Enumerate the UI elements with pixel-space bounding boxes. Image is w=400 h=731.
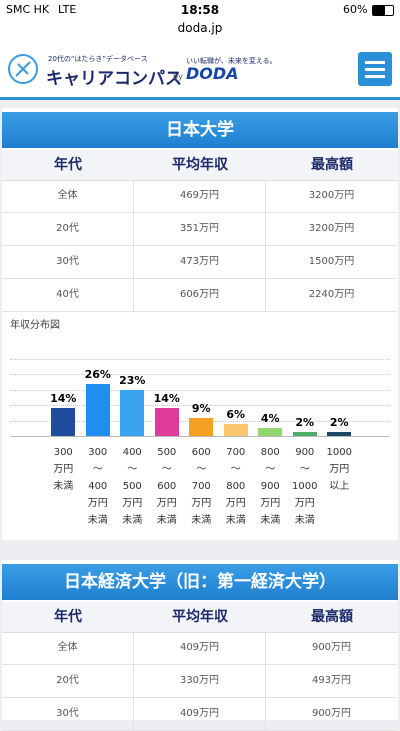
battery: 60% bbox=[343, 3, 368, 16]
category-label: 800 〜 900 万円 未満 bbox=[260, 447, 281, 526]
table-cell: 20代 bbox=[2, 213, 134, 246]
bar bbox=[154, 408, 179, 436]
table-cell: 469万円 bbox=[134, 180, 266, 213]
section-title: 日本大学 bbox=[2, 112, 398, 148]
baseline bbox=[10, 436, 390, 437]
table-cell: 全体 bbox=[2, 180, 134, 213]
table-cell: 3200万円 bbox=[266, 213, 397, 246]
section-card: 日本経済大学（旧：第一経済大学） 年代 平均年収 最高額全体 409万円 900万円 20代… bbox=[2, 560, 398, 731]
chart-label: 年収分布図 bbox=[10, 320, 60, 331]
bar bbox=[189, 418, 214, 436]
section-title: 日本経済大学（旧：第一経済大学） bbox=[2, 564, 398, 600]
table-cell: 409万円 bbox=[134, 698, 266, 731]
grid-line bbox=[10, 358, 390, 360]
table-cell: 1500万円 bbox=[266, 246, 397, 279]
column-header: 平均年収 bbox=[134, 602, 266, 633]
battery-icon bbox=[372, 5, 394, 16]
tagline: 20代の“はたらき”データベース bbox=[48, 55, 148, 63]
value-label: 23% bbox=[119, 374, 146, 387]
table-cell: 20代 bbox=[2, 665, 134, 698]
grid-line bbox=[10, 374, 390, 375]
column-header: 最高額 bbox=[266, 150, 398, 181]
url[interactable]: doda.jp bbox=[177, 21, 223, 35]
table-cell: 330万円 bbox=[134, 665, 266, 698]
slogan: いい転職が、未来を変える。 bbox=[186, 57, 277, 65]
value-label: 14% bbox=[50, 392, 77, 405]
bar bbox=[120, 390, 145, 436]
carrier: SMC HK bbox=[6, 3, 50, 16]
bar bbox=[223, 424, 248, 436]
table-cell: 30代 bbox=[2, 698, 134, 731]
grid-line bbox=[10, 389, 390, 391]
table-cell: 全体 bbox=[2, 632, 134, 665]
value-label: 9% bbox=[191, 402, 211, 415]
table-cell: 40代 bbox=[2, 279, 134, 312]
value-label: 2% bbox=[295, 416, 315, 429]
column-header: 平均年収 bbox=[134, 150, 266, 181]
value-label: 2% bbox=[329, 416, 349, 429]
table-cell: 2240万円 bbox=[266, 279, 397, 312]
value-label: 26% bbox=[84, 368, 111, 381]
section-card: 日本大学 年代 平均年収 最高額全体 469万円 3200万円 20代 351万円 3200万円… bbox=[2, 108, 398, 540]
column-header: 年代 bbox=[2, 150, 134, 181]
table-cell: 900万円 bbox=[266, 632, 397, 665]
time: 18:58 bbox=[180, 3, 220, 17]
table-cell: 409万円 bbox=[134, 632, 266, 665]
brand: キャリアコンパス bbox=[46, 69, 182, 89]
network: LTE bbox=[58, 3, 77, 16]
category-label: 400 〜 500 万円 未満 bbox=[122, 447, 143, 526]
menu-button[interactable] bbox=[358, 52, 392, 86]
bar bbox=[327, 432, 352, 436]
value-label: 14% bbox=[153, 392, 180, 405]
table-cell: 3200万円 bbox=[266, 180, 397, 213]
table-cell: 606万円 bbox=[134, 279, 266, 312]
bar bbox=[292, 432, 317, 436]
table-cell: 473万円 bbox=[134, 246, 266, 279]
logo-icon bbox=[8, 54, 38, 84]
category-label: 1000 万円 以上 bbox=[326, 447, 352, 492]
table-cell: 900万円 bbox=[266, 698, 397, 731]
value-label: 6% bbox=[226, 408, 246, 421]
category-label: 700 〜 800 万円 未満 bbox=[225, 447, 246, 526]
bar bbox=[51, 408, 76, 436]
category-label: 900 〜 1000 万円 未満 bbox=[292, 447, 318, 526]
by: by bbox=[173, 72, 183, 81]
table-cell: 351万円 bbox=[134, 213, 266, 246]
bar bbox=[85, 384, 110, 436]
category-label: 500 〜 600 万円 未満 bbox=[156, 447, 177, 526]
bar bbox=[258, 428, 283, 436]
header-rule bbox=[0, 97, 400, 100]
table-cell: 30代 bbox=[2, 246, 134, 279]
category-label: 300 〜 400 万円 未満 bbox=[87, 447, 108, 526]
value-label: 4% bbox=[260, 412, 280, 425]
column-header: 最高額 bbox=[266, 602, 398, 633]
table-cell: 493万円 bbox=[266, 665, 397, 698]
category-label: 300 万円 未満 bbox=[53, 447, 74, 492]
column-header: 年代 bbox=[2, 602, 134, 633]
category-label: 600 〜 700 万円 未満 bbox=[191, 447, 212, 526]
doda-logo: DODA bbox=[186, 64, 239, 83]
top-area: SMC HK LTE 18:58 60% doda.jp 20代の“はたらき”デ… bbox=[0, 0, 400, 100]
grid-line bbox=[10, 405, 390, 406]
